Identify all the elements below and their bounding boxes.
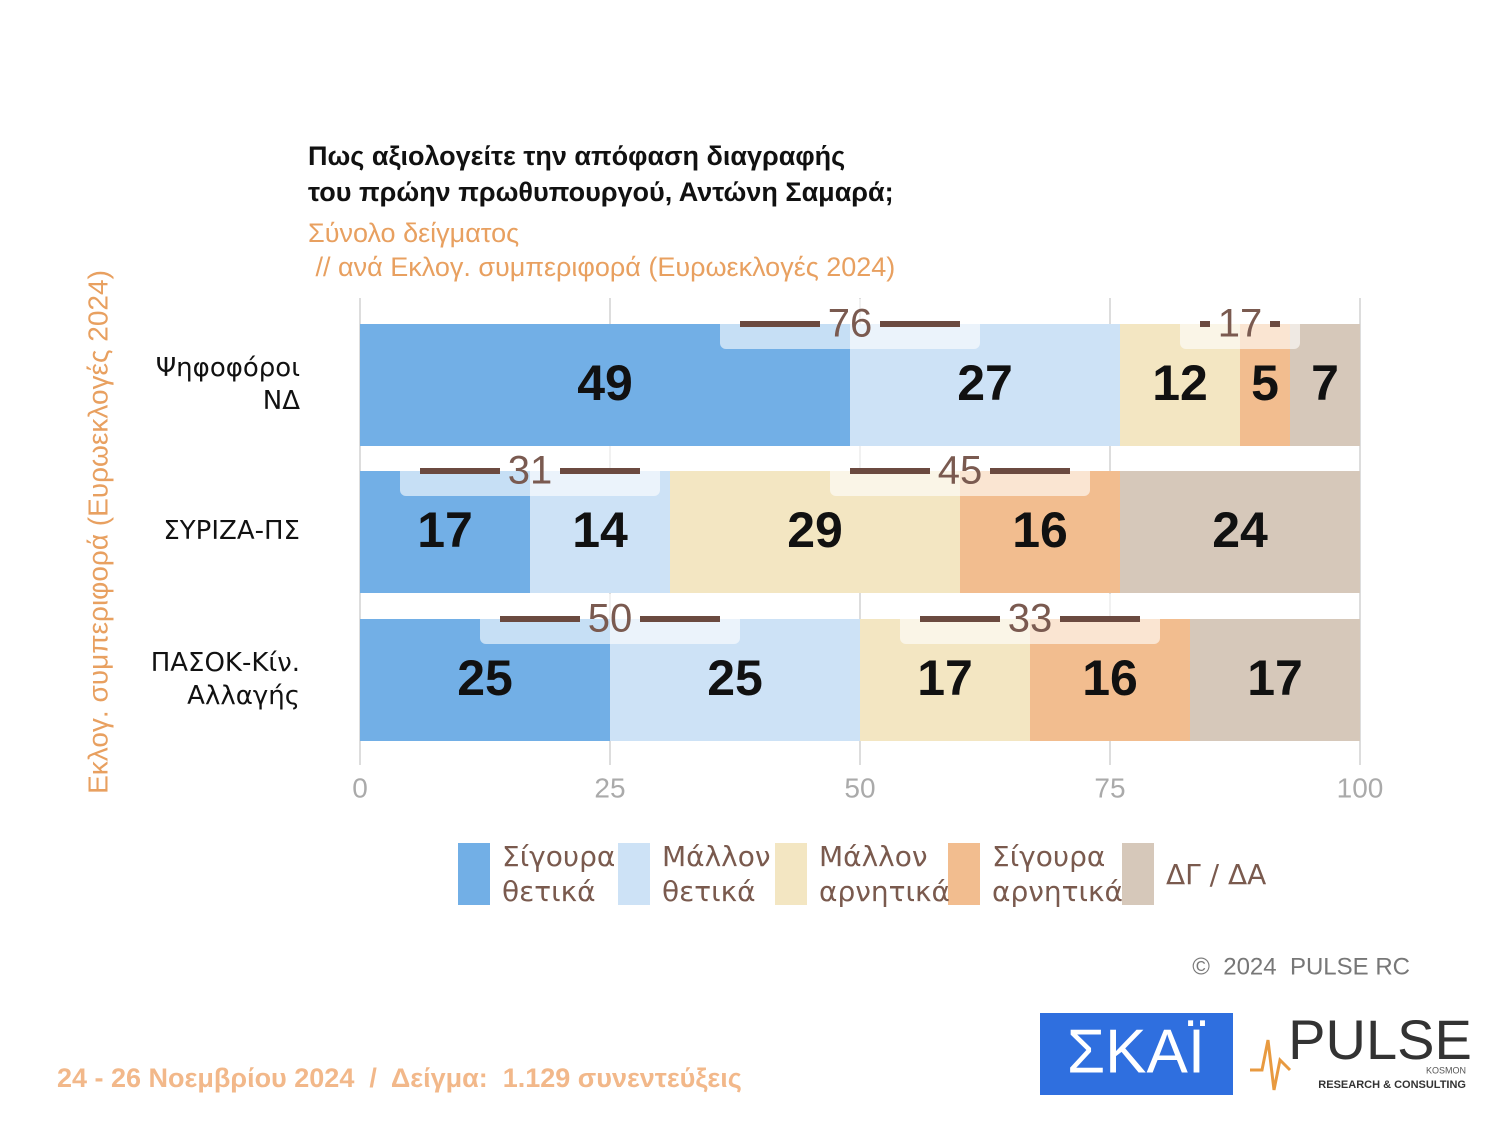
total-label: 50 bbox=[588, 597, 633, 641]
data-label: 49 bbox=[577, 355, 633, 411]
pulse-logo-wave bbox=[1250, 1039, 1292, 1091]
legend-swatch bbox=[458, 843, 490, 905]
total-label: 76 bbox=[828, 302, 873, 346]
data-label: 17 bbox=[917, 650, 973, 706]
data-label: 16 bbox=[1082, 650, 1138, 706]
data-label: 5 bbox=[1251, 355, 1279, 411]
x-tick-label: 100 bbox=[1337, 772, 1384, 803]
legend-label: Σίγουρα αρνητικά bbox=[992, 840, 1123, 908]
data-label: 29 bbox=[787, 502, 843, 558]
x-tick-label: 75 bbox=[1094, 772, 1125, 803]
pulse-logo-tagline: RESEARCH & CONSULTING bbox=[1318, 1079, 1466, 1091]
category-label: Ψηφοφόροι ΝΔ bbox=[155, 353, 300, 416]
chart-title: του πρώην πρωθυπουργού, Αντώνη Σαμαρά; bbox=[308, 177, 894, 207]
total-label: 17 bbox=[1218, 302, 1263, 346]
pulse-logo-small: KOSMON bbox=[1426, 1065, 1466, 1075]
chart-title: Πως αξιολογείτε την απόφαση διαγραφής bbox=[308, 141, 845, 171]
legend-swatch bbox=[775, 843, 807, 905]
bar-segment bbox=[1120, 471, 1360, 593]
data-label: 12 bbox=[1152, 355, 1208, 411]
skai-logo: ΣΚΑΪ bbox=[1067, 1017, 1206, 1086]
legend-swatch bbox=[1122, 843, 1154, 905]
data-label: 7 bbox=[1311, 355, 1339, 411]
category-label: ΣΥΡΙΖΑ-ΠΣ bbox=[163, 516, 300, 546]
copyright: © 2024 PULSE RC bbox=[1192, 953, 1410, 980]
bar-segment bbox=[1290, 324, 1360, 446]
total-box bbox=[900, 594, 1160, 644]
data-label: 16 bbox=[1012, 502, 1068, 558]
data-label: 25 bbox=[707, 650, 763, 706]
skai-logo-bg bbox=[1040, 1013, 1233, 1095]
legend-label: Σίγουρα θετικά bbox=[502, 840, 616, 908]
legend-label: ΔΓ / ΔΑ bbox=[1166, 858, 1267, 891]
bar-segment bbox=[1190, 619, 1360, 741]
chart-subtitle: Σύνολο δείγματος bbox=[308, 218, 519, 248]
data-label: 17 bbox=[1247, 650, 1303, 706]
x-tick-label: 50 bbox=[844, 772, 875, 803]
data-label: 17 bbox=[417, 502, 473, 558]
legend-label: Μάλλον αρνητικά bbox=[819, 840, 950, 908]
total-box bbox=[1180, 299, 1300, 349]
data-label: 24 bbox=[1212, 502, 1268, 558]
total-box bbox=[720, 299, 980, 349]
pulse-logo: PULSE bbox=[1288, 1008, 1472, 1071]
data-label: 14 bbox=[572, 502, 628, 558]
total-label: 45 bbox=[938, 449, 983, 493]
legend-swatch bbox=[948, 843, 980, 905]
legend-swatch bbox=[618, 843, 650, 905]
y-axis-label: Εκλογ. συμπεριφορά (Ευρωεκλογές 2024) bbox=[82, 270, 113, 794]
total-box bbox=[830, 446, 1090, 496]
total-box bbox=[480, 594, 740, 644]
total-label: 31 bbox=[508, 449, 553, 493]
data-label: 25 bbox=[457, 650, 513, 706]
x-tick-label: 0 bbox=[352, 772, 368, 803]
data-label: 27 bbox=[957, 355, 1013, 411]
x-tick-label: 25 bbox=[594, 772, 625, 803]
category-label: ΠΑΣΟΚ-Κίν. Αλλαγής bbox=[150, 648, 300, 711]
total-label: 33 bbox=[1008, 597, 1053, 641]
total-box bbox=[400, 446, 660, 496]
chart-subtitle: // ανά Εκλογ. συμπεριφορά (Ευρωεκλογές 2… bbox=[308, 252, 895, 282]
legend-label: Μάλλον θετικά bbox=[662, 840, 771, 908]
footer: 24 - 26 Νοεμβρίου 2024 / Δείγμα: 1.129 σ… bbox=[57, 1063, 742, 1093]
